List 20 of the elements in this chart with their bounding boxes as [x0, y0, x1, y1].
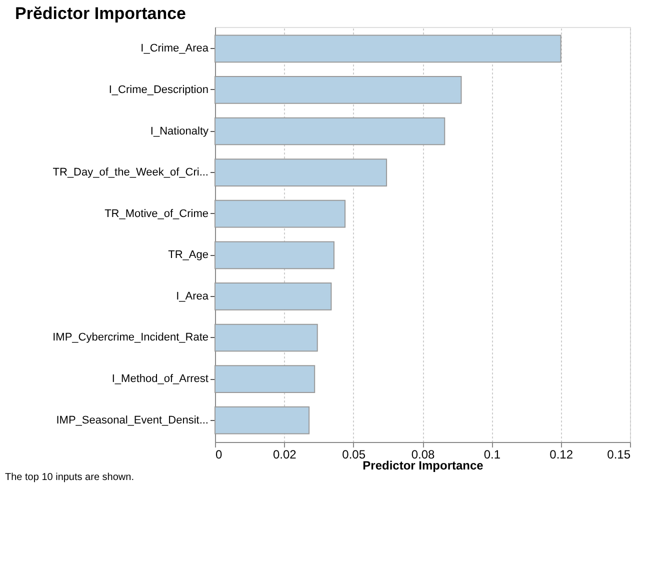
chart-title: Prĕdictor Importance	[15, 4, 186, 23]
y-tick-label: I_Crime_Area	[140, 42, 210, 55]
y-tick-label: TR_Day_of_the_Week_of_Cri...	[52, 166, 208, 179]
x-axis-title: Predictor Importance	[362, 458, 484, 472]
y-tick-label: IMP_Seasonal_Event_Densit...	[56, 414, 208, 426]
x-tick-label: 0.15	[607, 448, 631, 462]
y-tick-label: I_Crime_Description	[108, 84, 208, 96]
x-tick-label: 0	[216, 448, 222, 462]
x-tick-label: 0.02	[272, 448, 297, 462]
text: The top 10 inputs are shown.	[5, 472, 134, 483]
y-tick-label: I_Nationalty	[150, 125, 209, 138]
y-tick-label: I_Area	[176, 290, 210, 302]
x-tick-label: 0.1	[484, 448, 501, 462]
y-tick-label: TR_Age	[168, 249, 208, 262]
x-tick-label: 0.05	[342, 448, 366, 462]
y-tick-label: I_Method_of_Arrest	[112, 373, 208, 386]
x-tick-label: 0.08	[411, 448, 435, 462]
x-tick-label: 0.12	[550, 448, 574, 462]
y-tick-label: IMP_Cybercrime_Incident_Rate	[52, 332, 208, 344]
y-tick-label: TR_Motive_of_Crime	[104, 208, 208, 220]
